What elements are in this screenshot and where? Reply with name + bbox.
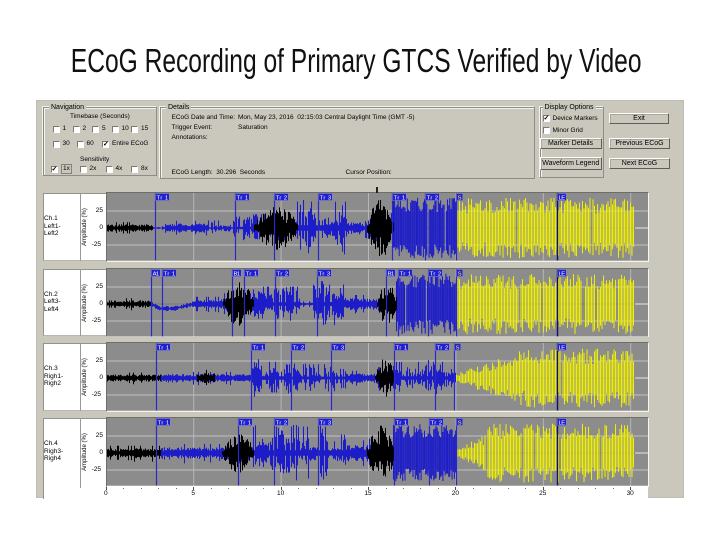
svg-text:Tr 2: Tr 2: [276, 271, 288, 277]
svg-text:LE: LE: [558, 271, 565, 277]
svg-text:B1: B1: [233, 271, 240, 277]
svg-text:S: S: [455, 345, 459, 351]
svg-text:Tr 1: Tr 1: [157, 420, 169, 426]
svg-text:Tr 1: Tr 1: [156, 195, 168, 201]
svg-text:Tr 1: Tr 1: [252, 345, 264, 351]
svg-text:Tr 1: Tr 1: [157, 345, 169, 351]
svg-text:Tr 1: Tr 1: [163, 271, 175, 277]
svg-text:Tr 1: Tr 1: [393, 195, 405, 201]
svg-text:Tr 3: Tr 3: [319, 420, 331, 426]
svg-text:Tr 1: Tr 1: [245, 271, 257, 277]
svg-text:Tr 2: Tr 2: [292, 345, 304, 351]
svg-text:Tr 1: Tr 1: [239, 420, 251, 426]
svg-text:Tr 2: Tr 2: [430, 420, 442, 426]
svg-text:LE: LE: [558, 195, 565, 201]
svg-text:A1: A1: [152, 271, 159, 277]
svg-text:LE: LE: [558, 345, 565, 351]
svg-text:Tr 1: Tr 1: [395, 420, 407, 426]
svg-text:Tr 2: Tr 2: [429, 271, 441, 277]
svg-text:B1: B1: [387, 271, 394, 277]
svg-text:Tr 1: Tr 1: [236, 195, 248, 201]
svg-text:Tr 3: Tr 3: [332, 345, 344, 351]
svg-text:Tr 2: Tr 2: [436, 345, 448, 351]
svg-text:Tr 1: Tr 1: [395, 345, 407, 351]
svg-text:Tr 3: Tr 3: [319, 195, 331, 201]
svg-text:LE: LE: [558, 420, 565, 426]
svg-text:Tr 1: Tr 1: [399, 271, 411, 277]
svg-text:S: S: [457, 420, 461, 426]
svg-text:Tr 2: Tr 2: [275, 420, 287, 426]
svg-text:Tr 3: Tr 3: [318, 271, 330, 277]
svg-text:S: S: [457, 271, 461, 277]
svg-text:Tr 2: Tr 2: [426, 195, 438, 201]
svg-text:Tr 2: Tr 2: [275, 195, 287, 201]
svg-text:S: S: [457, 195, 461, 201]
